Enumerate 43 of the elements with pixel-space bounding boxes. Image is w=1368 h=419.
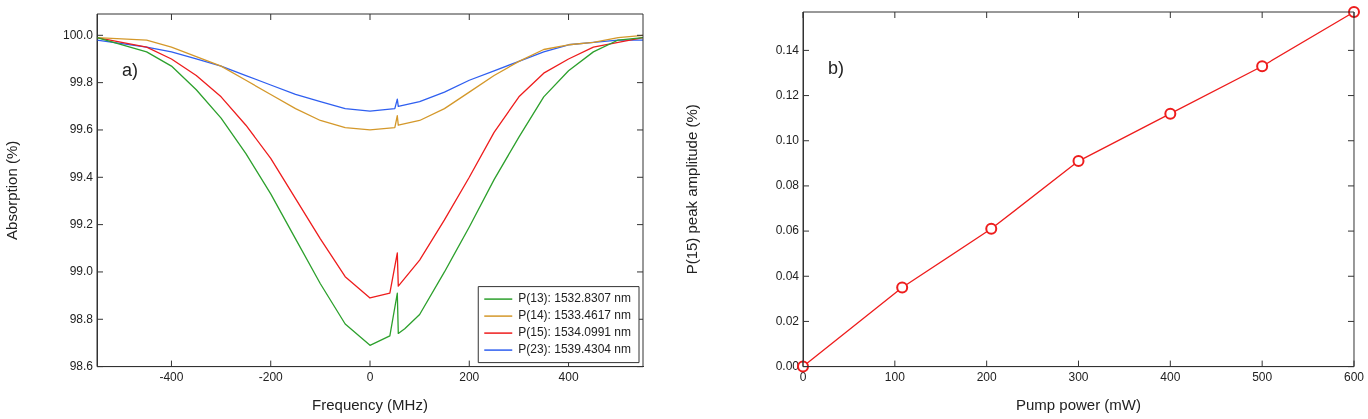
x-tick-label: -200 (258, 370, 284, 385)
point (1164, 107, 1177, 120)
point (1256, 60, 1269, 73)
y-axis-title: P(15) peak amplitude (%) (683, 104, 701, 275)
y-tick-label: 99.6 (69, 122, 94, 137)
y-tick-label: 99.0 (69, 264, 94, 279)
y-tick-label: 99.2 (69, 216, 94, 231)
y-tick-label: 0.06 (775, 223, 800, 238)
x-tick-label: 300 (1068, 370, 1089, 385)
x-tick-label: 400 (1160, 370, 1181, 385)
legend-label: P(13): 1532.8307 nm (518, 291, 632, 306)
y-tick-label: 0.12 (775, 87, 800, 102)
y-tick-label: 0.08 (775, 178, 800, 193)
y-tick-label: 99.4 (69, 169, 94, 184)
x-axis-title: Frequency (MHz) (312, 396, 428, 414)
annotation: a) (122, 59, 139, 80)
x-tick-label: 200 (459, 370, 480, 385)
legend-label: P(15): 1534.0991 nm (518, 325, 632, 340)
y-tick-label: 0.10 (775, 133, 800, 148)
x-tick-label: 0 (366, 370, 374, 385)
point (1072, 155, 1085, 168)
y-tick-label: 98.8 (69, 311, 94, 326)
x-tick-label: -400 (159, 370, 184, 385)
x-tick-label: 600 (1343, 370, 1365, 385)
y-tick-label: 99.8 (69, 74, 94, 89)
x-tick-label: 100 (884, 370, 906, 385)
x-axis-title: Pump power (mW) (1015, 396, 1142, 414)
y-tick-label: 100.0 (62, 27, 94, 42)
point (896, 281, 909, 294)
legend-label: P(14): 1533.4617 nm (518, 308, 632, 323)
x-tick-label: 200 (976, 370, 997, 385)
y-tick-label: 0.04 (775, 268, 800, 283)
x-tick-label: 500 (1252, 370, 1273, 385)
legend-label: P(23): 1539.4304 nm (518, 342, 632, 357)
y-tick-label: 0.02 (775, 313, 800, 328)
y-tick-label: 98.6 (69, 358, 94, 373)
x-tick-label: 0 (799, 370, 807, 385)
y-tick-label: 0.14 (775, 42, 800, 57)
point (985, 222, 998, 235)
annotation: b) (828, 57, 845, 78)
y-tick-label: 0.00 (775, 358, 800, 373)
y-axis-title: Absorption (%) (3, 140, 21, 240)
x-tick-label: 400 (558, 370, 579, 385)
